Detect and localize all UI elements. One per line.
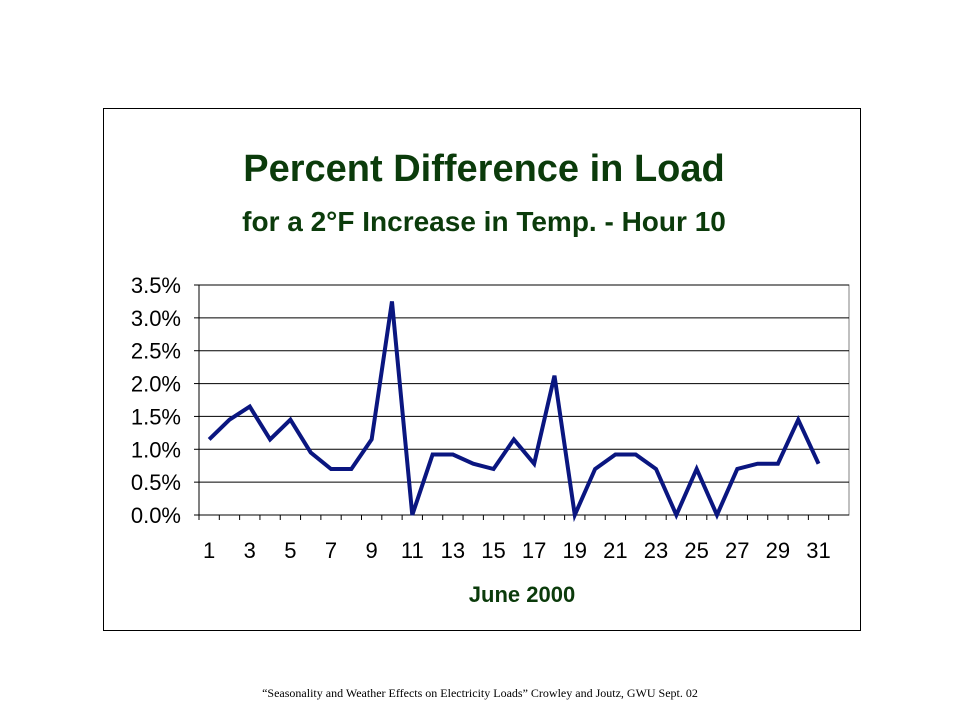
footer-citation: “Seasonality and Weather Effects on Elec… xyxy=(262,686,698,700)
x-tick-label: 29 xyxy=(766,538,790,563)
x-tick-label: 13 xyxy=(441,538,465,563)
chart-subtitle: for a 2°F Increase in Temp. - Hour 10 xyxy=(242,206,726,237)
x-axis-label: June 2000 xyxy=(469,582,575,607)
x-tick-label: 19 xyxy=(563,538,587,563)
chart-frame: Percent Difference in Load for a 2°F Inc… xyxy=(103,108,861,631)
y-tick-label: 0.5% xyxy=(131,470,181,495)
x-tick-label: 21 xyxy=(603,538,627,563)
x-tick-label: 11 xyxy=(401,538,424,563)
x-tick-label: 3 xyxy=(244,538,256,563)
line-chart: Percent Difference in Load for a 2°F Inc… xyxy=(131,148,850,607)
x-tick-label: 27 xyxy=(725,538,749,563)
x-tick-label: 5 xyxy=(284,538,296,563)
y-tick-label: 1.0% xyxy=(131,437,181,462)
x-tick-label: 7 xyxy=(325,538,337,563)
y-tick-label: 2.0% xyxy=(131,372,181,397)
x-tick-label: 9 xyxy=(366,538,378,563)
plot-background xyxy=(198,284,850,516)
chart-title: Percent Difference in Load xyxy=(243,148,724,190)
y-tick-label: 3.5% xyxy=(131,273,181,298)
y-tick-label: 2.5% xyxy=(131,339,181,364)
x-tick-label: 23 xyxy=(644,538,668,563)
x-tick-label: 1 xyxy=(203,538,215,563)
y-tick-label: 0.0% xyxy=(131,503,181,528)
y-tick-label: 3.0% xyxy=(131,306,181,331)
x-tick-label: 31 xyxy=(806,538,830,563)
x-tick-label: 25 xyxy=(684,538,708,563)
plot-area: 0.0%0.5%1.0%1.5%2.0%2.5%3.0%3.5%1 3 5 7 9 11 1… xyxy=(131,273,850,563)
x-tick-label: 15 xyxy=(481,538,505,563)
x-tick-label: 17 xyxy=(522,538,546,563)
y-tick-label: 1.5% xyxy=(131,404,181,429)
